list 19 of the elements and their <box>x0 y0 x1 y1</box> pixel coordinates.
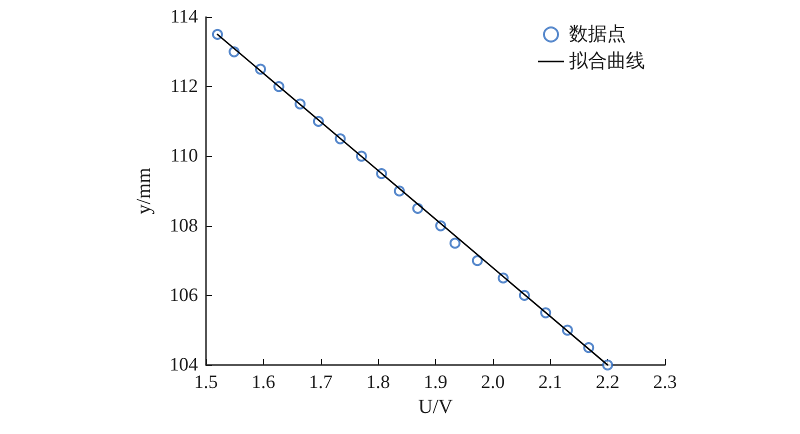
x-tick-label: 1.7 <box>308 372 333 393</box>
x-tick-label: 1.8 <box>366 372 390 393</box>
y-tick-label: 112 <box>170 76 198 98</box>
x-tick-label: 2.1 <box>538 372 562 393</box>
y-tick-label: 110 <box>170 146 198 167</box>
y-tick-label: 108 <box>170 215 198 236</box>
legend-label: 数据点 <box>569 24 626 45</box>
point <box>472 255 483 266</box>
x-tick-label: 1.6 <box>252 372 276 393</box>
y-tick-label: 114 <box>170 6 198 28</box>
y-axis-title: y/mm <box>133 167 155 214</box>
y-tick-label: 106 <box>170 284 198 306</box>
x-tick-label: 1.9 <box>424 372 448 393</box>
x-axis-title: U/V <box>418 396 454 418</box>
x-tick-label: 2.0 <box>481 372 505 393</box>
point <box>450 238 461 249</box>
legend-label: 拟合曲线 <box>569 51 645 72</box>
x-tick-label: 2.2 <box>596 372 620 393</box>
x-tick-label: 2.3 <box>653 372 677 393</box>
